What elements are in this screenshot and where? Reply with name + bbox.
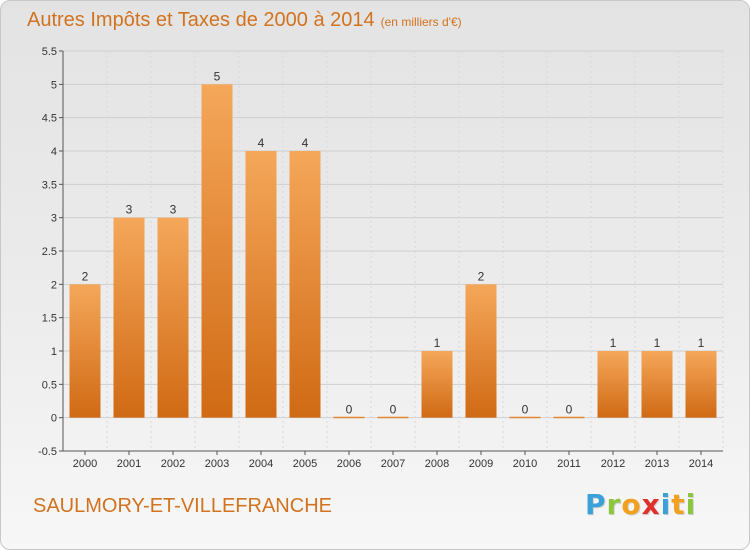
axes: -0.5 0 0.5 1 1.5 2 2.5 3 3.5 4 4.5 5 5.5 [38, 46, 723, 458]
commune-name: SAULMORY-ET-VILLEFRANCHE [33, 495, 332, 517]
value-label-2004: 4 [258, 136, 265, 150]
logo-letter: P [585, 488, 607, 521]
bar-2000 [69, 284, 101, 418]
y-tick-label: 0 [51, 413, 57, 425]
y-tick-label: -0.5 [38, 446, 57, 458]
value-label-2014: 1 [698, 336, 705, 350]
y-tick-label: 5 [51, 79, 57, 91]
x-tick-label-2006: 2006 [337, 458, 361, 470]
logo-letter: t [671, 488, 686, 521]
y-tick-label: 5.5 [42, 46, 57, 58]
x-tick-label-2010: 2010 [513, 458, 537, 470]
bar-2014 [685, 351, 717, 418]
logo-letter: r [606, 488, 622, 521]
chart-title: Autres Impôts et Taxes de 2000 à 2014 (en… [27, 9, 462, 32]
bar-2010 [509, 416, 541, 419]
value-label-2000: 2 [82, 269, 89, 283]
y-tick-label: 2 [51, 279, 57, 291]
bar-2009 [465, 284, 497, 418]
y-tick-label: 3.5 [42, 179, 57, 191]
proxiti-logo: Proxiti [585, 488, 696, 521]
bar-2002 [157, 217, 189, 418]
bar-2012 [597, 351, 629, 418]
logo-letter: i [685, 488, 697, 521]
bar-2011 [553, 416, 585, 419]
x-tick-label-2014: 2014 [689, 458, 713, 470]
bar-2006 [333, 416, 365, 419]
logo-letter: o [621, 488, 642, 521]
x-tick-label-2008: 2008 [425, 458, 449, 470]
y-tick-label: 2.5 [42, 246, 57, 258]
logo-letter: i [660, 488, 672, 521]
x-tick-label-2005: 2005 [293, 458, 317, 470]
value-label-2003: 5 [214, 69, 221, 83]
bar-2001 [113, 217, 145, 418]
y-tick-label: 4.5 [42, 113, 57, 125]
bar-2013 [641, 351, 673, 418]
labels: 2200032001320025200342004420050200602007… [73, 69, 713, 470]
bar-2003 [201, 84, 233, 418]
x-tick-label-2009: 2009 [469, 458, 493, 470]
y-tick-label: 3 [51, 213, 57, 225]
bars [69, 84, 717, 419]
value-label-2011: 0 [566, 403, 573, 417]
x-tick-label-2012: 2012 [601, 458, 625, 470]
x-tick-label-2007: 2007 [381, 458, 405, 470]
value-label-2008: 1 [434, 336, 441, 350]
unit-label: (en milliers d'€) [380, 15, 462, 29]
value-label-2001: 3 [126, 203, 133, 217]
y-tick-label: 1 [51, 346, 57, 358]
bar-2007 [377, 416, 409, 419]
value-label-2006: 0 [346, 403, 353, 417]
value-label-2013: 1 [654, 336, 661, 350]
value-label-2009: 2 [478, 269, 485, 283]
x-tick-label-2001: 2001 [117, 458, 141, 470]
value-label-2010: 0 [522, 403, 529, 417]
y-tick-label: 4 [51, 146, 57, 158]
x-tick-label-2000: 2000 [73, 458, 97, 470]
bar-2008 [421, 351, 453, 418]
x-tick-label-2004: 2004 [249, 458, 273, 470]
value-label-2005: 4 [302, 136, 309, 150]
y-tick-label: 1.5 [42, 313, 57, 325]
x-tick-label-2003: 2003 [205, 458, 229, 470]
value-label-2007: 0 [390, 403, 397, 417]
bar-2004 [245, 151, 277, 418]
x-tick-label-2011: 2011 [557, 458, 581, 470]
bar-2005 [289, 151, 321, 418]
value-label-2012: 1 [610, 336, 617, 350]
y-tick-label: 0.5 [42, 379, 57, 391]
x-tick-label-2002: 2002 [161, 458, 185, 470]
title-text: Autres Impôts et Taxes de 2000 à 2014 [27, 9, 375, 31]
value-label-2002: 3 [170, 203, 177, 217]
logo-letter: x [641, 488, 661, 521]
x-tick-label-2013: 2013 [645, 458, 669, 470]
